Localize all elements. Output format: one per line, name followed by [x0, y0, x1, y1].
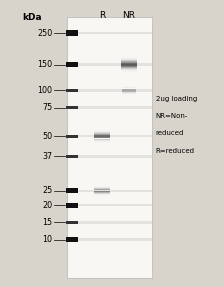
FancyBboxPatch shape [66, 89, 78, 92]
FancyBboxPatch shape [67, 89, 152, 92]
FancyBboxPatch shape [66, 188, 78, 193]
FancyBboxPatch shape [67, 238, 152, 241]
FancyBboxPatch shape [67, 204, 152, 206]
FancyBboxPatch shape [66, 155, 78, 158]
Text: 250: 250 [37, 28, 53, 38]
FancyBboxPatch shape [122, 91, 136, 92]
FancyBboxPatch shape [66, 135, 78, 138]
FancyBboxPatch shape [94, 189, 110, 190]
FancyBboxPatch shape [94, 139, 110, 140]
Text: NR: NR [122, 11, 135, 20]
FancyBboxPatch shape [121, 64, 137, 65]
Text: 25: 25 [42, 186, 53, 195]
FancyBboxPatch shape [122, 89, 136, 90]
FancyBboxPatch shape [67, 17, 152, 278]
FancyBboxPatch shape [94, 192, 110, 193]
Text: 150: 150 [37, 60, 53, 69]
Text: R: R [99, 11, 105, 20]
Text: kDa: kDa [23, 13, 42, 22]
FancyBboxPatch shape [121, 59, 137, 60]
Text: 2ug loading: 2ug loading [156, 96, 197, 102]
FancyBboxPatch shape [94, 134, 110, 135]
FancyBboxPatch shape [94, 140, 110, 141]
FancyBboxPatch shape [66, 62, 78, 67]
FancyBboxPatch shape [121, 63, 137, 64]
FancyBboxPatch shape [121, 68, 137, 69]
FancyBboxPatch shape [66, 221, 78, 224]
FancyBboxPatch shape [94, 138, 110, 139]
FancyBboxPatch shape [67, 32, 152, 34]
Text: 10: 10 [43, 235, 53, 244]
Text: 20: 20 [43, 201, 53, 210]
Text: reduced: reduced [156, 131, 184, 136]
FancyBboxPatch shape [67, 221, 152, 224]
FancyBboxPatch shape [94, 187, 110, 188]
FancyBboxPatch shape [67, 135, 152, 137]
FancyBboxPatch shape [94, 137, 110, 138]
FancyBboxPatch shape [122, 92, 136, 93]
FancyBboxPatch shape [121, 60, 137, 61]
FancyBboxPatch shape [121, 67, 137, 68]
FancyBboxPatch shape [94, 136, 110, 137]
FancyBboxPatch shape [67, 63, 152, 66]
Text: 75: 75 [42, 103, 53, 112]
FancyBboxPatch shape [121, 61, 137, 62]
FancyBboxPatch shape [94, 193, 110, 194]
Text: R=reduced: R=reduced [156, 148, 195, 154]
FancyBboxPatch shape [67, 190, 152, 192]
FancyBboxPatch shape [121, 65, 137, 66]
FancyBboxPatch shape [94, 133, 110, 134]
FancyBboxPatch shape [122, 88, 136, 89]
FancyBboxPatch shape [94, 190, 110, 191]
FancyBboxPatch shape [66, 106, 78, 109]
FancyBboxPatch shape [66, 30, 78, 36]
FancyBboxPatch shape [121, 69, 137, 70]
FancyBboxPatch shape [94, 188, 110, 189]
FancyBboxPatch shape [67, 106, 152, 109]
Text: 15: 15 [43, 218, 53, 227]
FancyBboxPatch shape [121, 62, 137, 63]
FancyBboxPatch shape [121, 66, 137, 67]
FancyBboxPatch shape [122, 90, 136, 91]
Text: NR=Non-: NR=Non- [156, 113, 188, 119]
Text: 37: 37 [43, 152, 53, 161]
FancyBboxPatch shape [94, 131, 110, 132]
FancyBboxPatch shape [94, 132, 110, 133]
Text: 100: 100 [38, 86, 53, 95]
FancyBboxPatch shape [66, 237, 78, 242]
FancyBboxPatch shape [66, 203, 78, 208]
FancyBboxPatch shape [67, 155, 152, 158]
FancyBboxPatch shape [94, 135, 110, 136]
Text: 50: 50 [43, 132, 53, 141]
